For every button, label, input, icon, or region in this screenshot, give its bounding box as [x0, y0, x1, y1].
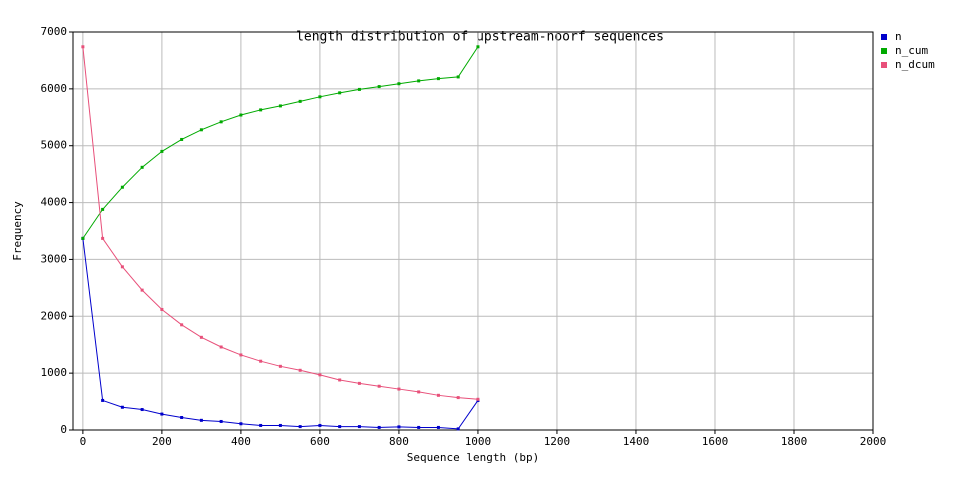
data-point — [120, 265, 124, 269]
data-point — [417, 425, 421, 429]
data-point — [417, 79, 421, 83]
y-tick-label: 0 — [60, 423, 67, 436]
legend-marker — [881, 34, 887, 40]
data-point — [338, 91, 342, 95]
data-point — [298, 99, 302, 103]
data-point — [476, 397, 480, 401]
data-point — [377, 85, 381, 89]
data-point — [219, 345, 223, 349]
data-point — [377, 425, 381, 429]
y-tick-label: 3000 — [41, 252, 68, 265]
data-point — [199, 335, 203, 339]
data-point — [278, 364, 282, 368]
legend-label: n_dcum — [895, 58, 935, 71]
data-point — [417, 390, 421, 394]
x-tick-label: 0 — [80, 435, 87, 448]
data-point — [81, 236, 85, 240]
data-point — [456, 396, 460, 400]
data-point — [120, 185, 124, 189]
data-point — [140, 165, 144, 169]
data-point — [318, 95, 322, 99]
data-point — [318, 423, 322, 427]
y-tick-label: 4000 — [41, 196, 68, 209]
data-point — [160, 412, 164, 416]
data-point — [397, 387, 401, 391]
data-point — [101, 398, 105, 402]
legend-marker — [881, 62, 887, 68]
data-point — [180, 137, 184, 141]
data-point — [219, 120, 223, 124]
data-point — [259, 359, 263, 363]
x-tick-label: 1600 — [702, 435, 729, 448]
y-tick-label: 2000 — [41, 309, 68, 322]
x-tick-label: 800 — [389, 435, 409, 448]
y-tick-label: 1000 — [41, 366, 68, 379]
data-point — [357, 87, 361, 91]
y-tick-label: 7000 — [41, 25, 68, 38]
data-point — [140, 288, 144, 292]
data-point — [436, 393, 440, 397]
y-axis-label: Frequency — [11, 201, 24, 261]
data-point — [278, 104, 282, 108]
data-point — [298, 368, 302, 372]
plot-frame — [72, 31, 874, 431]
data-point — [160, 307, 164, 311]
data-point — [338, 378, 342, 382]
x-tick-label: 1400 — [623, 435, 650, 448]
data-point — [160, 149, 164, 153]
data-point — [180, 323, 184, 327]
data-point — [436, 425, 440, 429]
data-point — [259, 423, 263, 427]
legend-label: n — [895, 30, 902, 43]
data-point — [199, 418, 203, 422]
data-point — [476, 45, 480, 49]
data-point — [239, 422, 243, 426]
data-point — [219, 419, 223, 423]
data-point — [101, 236, 105, 240]
x-tick-label: 1000 — [465, 435, 492, 448]
data-point — [397, 82, 401, 86]
data-point — [377, 384, 381, 388]
x-tick-label: 1800 — [781, 435, 808, 448]
x-tick-label: 200 — [152, 435, 172, 448]
x-axis-label: Sequence length (bp) — [407, 451, 539, 464]
data-point — [180, 415, 184, 419]
data-point — [298, 425, 302, 429]
data-point — [397, 425, 401, 429]
data-point — [101, 207, 105, 211]
data-point — [357, 381, 361, 385]
data-point — [120, 405, 124, 409]
legend-marker — [881, 48, 887, 54]
x-tick-label: 2000 — [860, 435, 887, 448]
data-point — [456, 75, 460, 79]
data-point — [199, 128, 203, 132]
data-point — [140, 408, 144, 412]
data-point — [259, 108, 263, 112]
y-tick-label: 6000 — [41, 82, 68, 95]
data-point — [456, 427, 460, 431]
plot-area — [72, 31, 874, 431]
legend-label: n_cum — [895, 44, 928, 57]
data-point — [278, 423, 282, 427]
x-tick-label: 1200 — [544, 435, 571, 448]
data-point — [81, 45, 85, 49]
data-point — [239, 113, 243, 117]
chart-title: length distribution of upstream-noorf se… — [296, 30, 664, 45]
y-tick-label: 5000 — [41, 139, 68, 152]
data-point — [239, 353, 243, 357]
data-point — [357, 425, 361, 429]
data-point — [338, 425, 342, 429]
x-tick-label: 400 — [231, 435, 251, 448]
data-point — [436, 77, 440, 81]
x-tick-label: 600 — [310, 435, 330, 448]
data-point — [318, 373, 322, 377]
